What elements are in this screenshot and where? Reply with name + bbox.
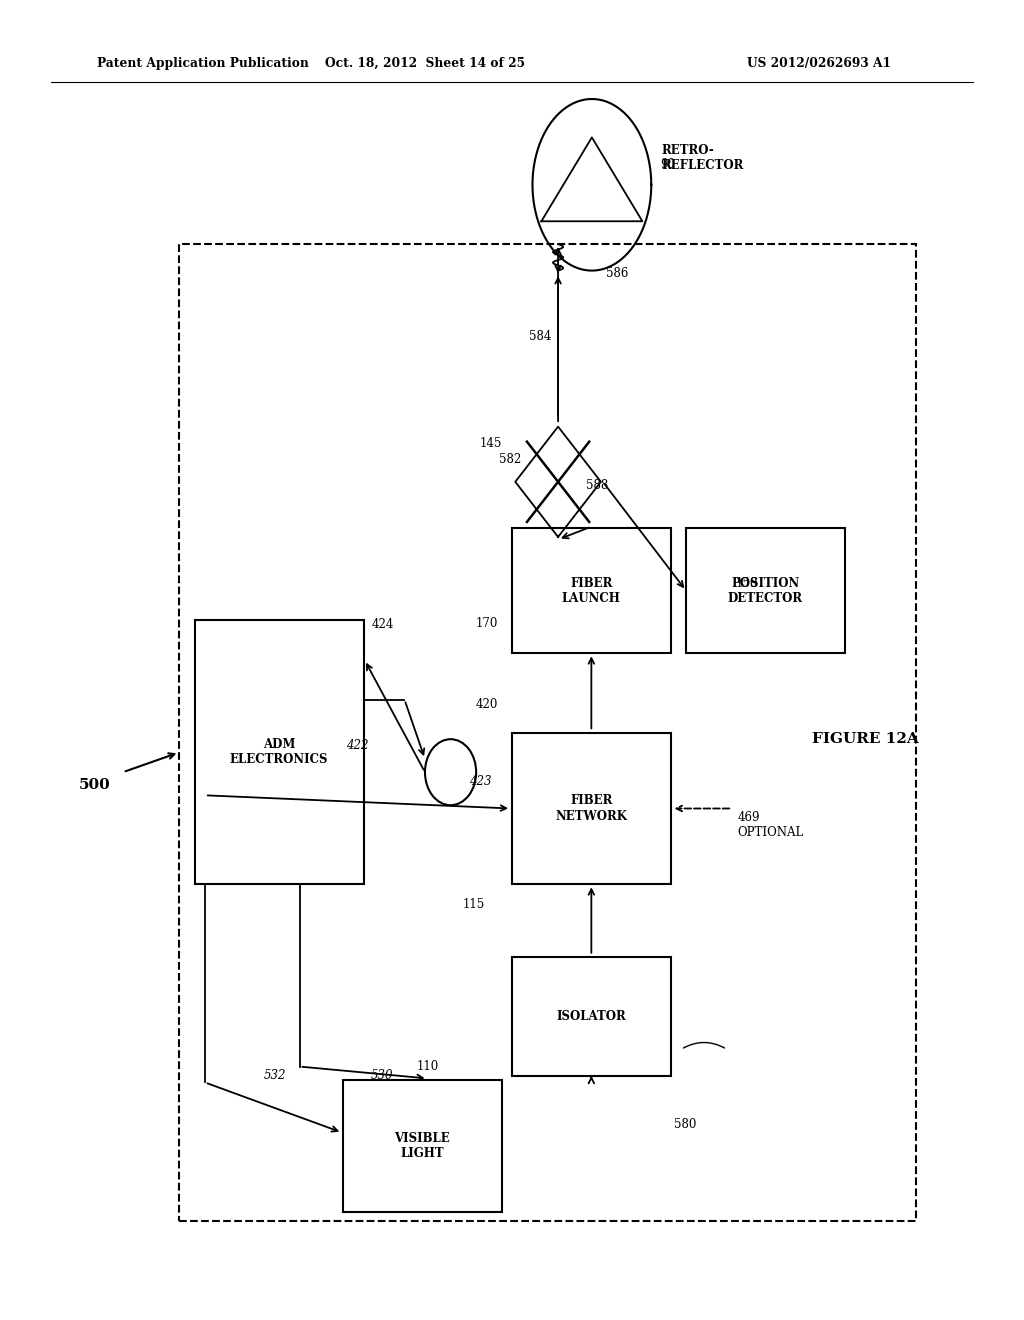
Bar <box>512 528 671 653</box>
Text: 420: 420 <box>475 698 498 711</box>
Text: FIBER
NETWORK: FIBER NETWORK <box>555 795 628 822</box>
Text: VISIBLE
LIGHT: VISIBLE LIGHT <box>394 1131 451 1160</box>
Text: 150: 150 <box>735 577 758 590</box>
Text: FIBER
LAUNCH: FIBER LAUNCH <box>562 577 621 605</box>
Text: 582: 582 <box>499 453 521 466</box>
Text: 145: 145 <box>479 437 502 450</box>
Text: 424: 424 <box>372 618 394 631</box>
Text: FIGURE 12A: FIGURE 12A <box>812 733 919 746</box>
Text: ADM
ELECTRONICS: ADM ELECTRONICS <box>229 738 329 767</box>
Text: ISOLATOR: ISOLATOR <box>556 1010 627 1023</box>
Text: 422: 422 <box>346 739 369 752</box>
Text: 170: 170 <box>475 616 498 630</box>
Text: 588: 588 <box>586 479 608 492</box>
Bar <box>179 244 916 1221</box>
Text: 500: 500 <box>79 779 111 792</box>
Text: 90: 90 <box>660 158 676 172</box>
Text: 580: 580 <box>674 1118 696 1131</box>
Text: 115: 115 <box>463 898 485 911</box>
Bar <box>686 528 845 653</box>
Text: 530: 530 <box>371 1069 393 1082</box>
Text: 469
OPTIONAL: 469 OPTIONAL <box>737 810 804 840</box>
Circle shape <box>425 739 476 805</box>
Text: POSITION
DETECTOR: POSITION DETECTOR <box>728 577 803 605</box>
Text: 423: 423 <box>469 775 492 788</box>
Text: 584: 584 <box>529 330 552 343</box>
Text: 532: 532 <box>264 1069 287 1082</box>
Bar <box>512 733 671 884</box>
Bar <box>512 957 671 1076</box>
Text: 586: 586 <box>606 267 629 280</box>
Bar <box>195 620 364 884</box>
Bar <box>343 1080 502 1212</box>
Text: Patent Application Publication: Patent Application Publication <box>97 57 309 70</box>
Text: 110: 110 <box>417 1060 439 1073</box>
Text: US 2012/0262693 A1: US 2012/0262693 A1 <box>748 57 891 70</box>
Text: RETRO-
REFLECTOR: RETRO- REFLECTOR <box>662 144 743 173</box>
Text: Oct. 18, 2012  Sheet 14 of 25: Oct. 18, 2012 Sheet 14 of 25 <box>325 57 525 70</box>
